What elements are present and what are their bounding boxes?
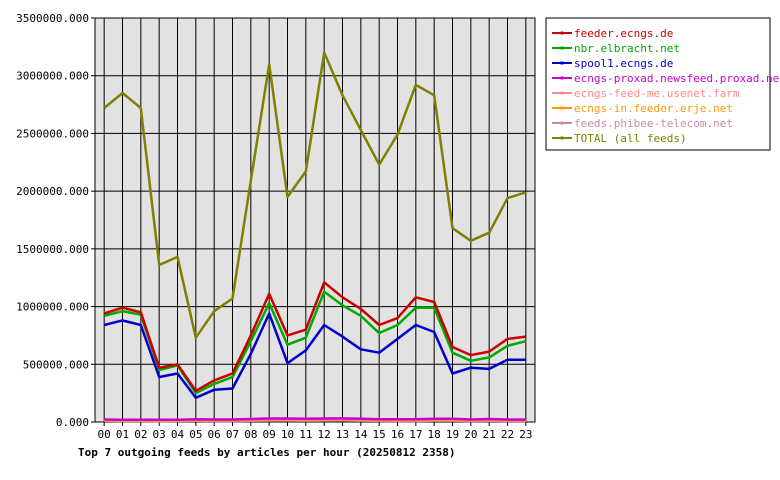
legend-label: nbr.elbracht.net <box>574 42 680 55</box>
y-tick-label: 1000000.000 <box>16 301 89 314</box>
y-tick-labels: 0.000 500000.000 1000000.000 1500000.000 200… <box>16 12 89 429</box>
x-tick-label: 05 <box>189 428 202 441</box>
legend-label: ecngs-in.feeder.erje.net <box>574 102 733 115</box>
legend-marker <box>560 46 564 50</box>
legend-marker <box>560 106 564 110</box>
x-tick-label: 00 <box>98 428 111 441</box>
gridlines <box>91 17 535 426</box>
legend-marker <box>560 91 564 95</box>
x-tick-label: 20 <box>464 428 477 441</box>
series-line <box>103 290 527 395</box>
x-tick-label: 03 <box>153 428 166 441</box>
series-lines <box>103 51 527 423</box>
x-tick-label: 15 <box>373 428 386 441</box>
x-tick-label: 10 <box>281 428 294 441</box>
series-line <box>104 417 526 422</box>
legend-label: TOTAL (all feeds) <box>574 132 687 145</box>
series-line <box>103 312 526 400</box>
legend-box <box>545 17 771 151</box>
series-line <box>103 51 527 339</box>
legend-marker <box>560 76 564 80</box>
x-tick-label: 23 <box>519 428 532 441</box>
y-tick-label: 1500000.000 <box>16 243 89 256</box>
x-tick-label: 09 <box>263 428 276 441</box>
y-tick-label: 2000000.000 <box>16 185 89 198</box>
x-tick-label: 04 <box>171 428 185 441</box>
legend-label: feeds.phibee-telecom.net <box>574 117 733 130</box>
x-tick-label: 06 <box>208 428 221 441</box>
legend-label: ecngs-proxad.newsfeed.proxad.net <box>574 72 780 85</box>
x-tick-label: 01 <box>116 428 129 441</box>
y-tick-label: 2500000.000 <box>16 127 89 140</box>
x-tick-labels: 00 01 02 03 04 05 06 07 08 09 10 11 12 13 14 15 16 17 18 19… <box>98 428 533 441</box>
legend-marker <box>560 31 564 35</box>
x-tick-label: 11 <box>299 428 312 441</box>
y-tick-label: 0.000 <box>56 416 89 429</box>
x-tick-label: 19 <box>446 428 459 441</box>
x-tick-label: 08 <box>244 428 257 441</box>
chart-title: Top 7 outgoing feeds by articles per hou… <box>78 446 456 459</box>
x-tick-label: 21 <box>483 428 496 441</box>
x-tick-label: 14 <box>354 428 368 441</box>
legend-marker <box>560 61 564 65</box>
legend: feeder.ecngs.de nbr.elbracht.net spool1.ec… <box>545 17 780 151</box>
x-tick-label: 12 <box>318 428 331 441</box>
plot-background <box>94 17 536 423</box>
x-tick-label: 07 <box>226 428 239 441</box>
legend-marker <box>560 136 564 140</box>
plot-area <box>94 17 536 423</box>
x-tick-label: 17 <box>409 428 422 441</box>
legend-label: ecngs-feed-me.usenet.farm <box>574 87 740 100</box>
y-tick-label: 500000.000 <box>23 358 89 371</box>
series-line <box>103 281 526 393</box>
legend-label: feeder.ecngs.de <box>574 27 673 40</box>
legend-label: spool1.ecngs.de <box>574 57 673 70</box>
y-tick-label: 3500000.000 <box>16 12 89 25</box>
x-tick-label: 18 <box>428 428 441 441</box>
y-tick-label: 3000000.000 <box>16 70 89 83</box>
x-tick-label: 02 <box>134 428 147 441</box>
x-tick-label: 16 <box>391 428 404 441</box>
legend-marker <box>560 121 564 125</box>
x-tick-label: 22 <box>501 428 514 441</box>
x-tick-label: 13 <box>336 428 349 441</box>
